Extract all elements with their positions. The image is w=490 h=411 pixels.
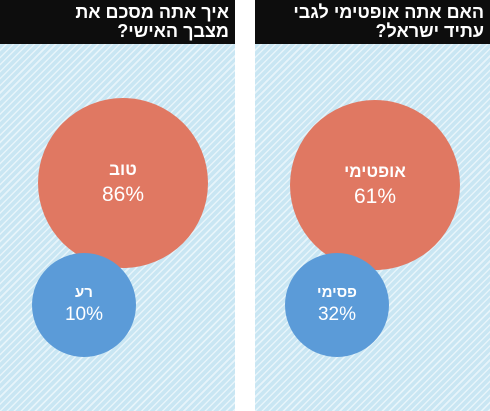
bubble-optimist: אופטימי 61% bbox=[290, 100, 460, 270]
bubble-label: טוב bbox=[109, 159, 137, 179]
chart-panel-personal-state: איך אתה מסכם את מצבך האישי? טוב 86% רע 1… bbox=[0, 0, 235, 411]
bubble-label: רע bbox=[75, 284, 93, 301]
bubble-value: 10% bbox=[64, 304, 104, 325]
chart-title: איך אתה מסכם את מצבך האישי? bbox=[0, 0, 235, 44]
chart-title: האם אתה אופטימי לגבי עתיד ישראל? bbox=[255, 0, 490, 44]
bubble-value: 32% bbox=[317, 304, 357, 325]
chart-title-line-2: מצבך האישי? bbox=[117, 21, 229, 41]
bubble-value: 61% bbox=[353, 184, 397, 208]
chart-panel-israel-future: האם אתה אופטימי לגבי עתיד ישראל? אופטימי… bbox=[255, 0, 490, 411]
bubble-label: אופטימי bbox=[344, 161, 406, 181]
bubble-good: טוב 86% bbox=[38, 98, 208, 268]
chart-title-line-1: איך אתה מסכם את bbox=[75, 2, 229, 22]
bubble-label: פסימי bbox=[317, 284, 357, 301]
bubble-bad: רע 10% bbox=[32, 253, 136, 357]
chart-title-line-2: עתיד ישראל? bbox=[375, 21, 484, 41]
chart-title-line-1: האם אתה אופטימי לגבי bbox=[293, 2, 484, 22]
bubble-pessimist: פסימי 32% bbox=[285, 253, 389, 357]
bubble-value: 86% bbox=[101, 182, 145, 206]
